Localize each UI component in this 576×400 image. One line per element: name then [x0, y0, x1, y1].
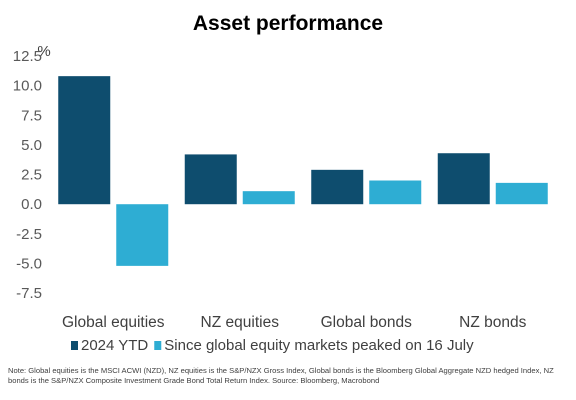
- y-tick-label: -7.5: [16, 285, 42, 302]
- bar-ytd: [437, 153, 490, 205]
- legend-swatch: [71, 341, 78, 350]
- bar-since-peak: [116, 204, 169, 266]
- bar-ytd: [311, 169, 364, 205]
- bar-since-peak: [242, 191, 295, 205]
- footnote: Note: Global equities is the MSCI ACWI (…: [8, 366, 554, 385]
- category-labels: Global equities NZ equities Global bonds NZ…: [62, 314, 527, 331]
- bar-ytd: [184, 154, 237, 205]
- x-category-label: NZ equities: [201, 314, 280, 331]
- y-tick-label: -5.0: [16, 256, 42, 273]
- bar-since-peak: [495, 182, 548, 205]
- y-tick-label: 5.0: [21, 137, 42, 154]
- legend-label: 2024 YTD: [81, 337, 148, 354]
- x-category-label: Global equities: [62, 314, 165, 331]
- chart-title: Asset performance: [193, 12, 383, 35]
- y-axis-unit-label: %: [37, 43, 50, 60]
- bar-ytd: [58, 76, 111, 205]
- legend: 2024 YTD Since global equity markets peak…: [71, 337, 474, 354]
- y-tick-label: 12.5: [13, 48, 42, 65]
- x-category-label: Global bonds: [321, 314, 413, 331]
- x-category-label: NZ bonds: [459, 314, 526, 331]
- y-tick-label: -2.5: [16, 226, 42, 243]
- y-tick-label: 2.5: [21, 167, 42, 184]
- y-tick-label: 7.5: [21, 107, 42, 124]
- legend-label: Since global equity markets peaked on 16…: [164, 337, 474, 354]
- legend-swatch: [154, 341, 162, 350]
- bar-group: [58, 76, 548, 266]
- y-tick-label: 10.0: [13, 78, 42, 95]
- y-axis-ticks: 12.5 10.0 7.5 5.0 2.5 0.0 -2.5 -5.0 -7.5: [13, 48, 42, 302]
- bar-since-peak: [369, 180, 422, 205]
- y-tick-label: 0.0: [21, 196, 42, 213]
